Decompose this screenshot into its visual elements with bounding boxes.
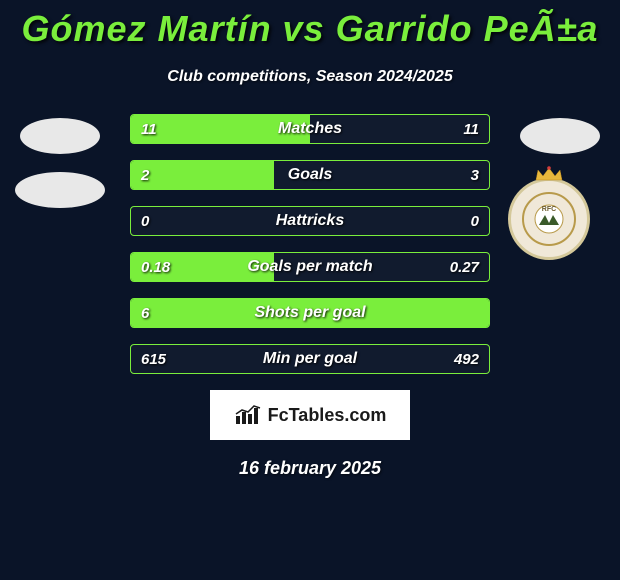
stat-right-value: 11 [463,115,479,143]
crest-icon: RFC [519,189,579,249]
stat-row-matches: 11 Matches 11 [130,114,490,144]
stat-label: Goals [131,161,489,189]
page-title: Gómez Martín vs Garrido PeÃ±a [0,0,620,50]
stat-right-value: 492 [454,345,479,373]
stat-label: Matches [131,115,489,143]
brand-text: FcTables.com [268,405,387,426]
date-text: 16 february 2025 [0,458,620,479]
stat-right-value: 0 [471,207,479,235]
svg-text:RFC: RFC [542,206,556,213]
stat-label: Min per goal [131,345,489,373]
player1-badge-placeholder-1 [20,118,100,154]
stat-label: Goals per match [131,253,489,281]
stats-bars-container: 11 Matches 11 2 Goals 3 0 Hattricks 0 0.… [130,114,490,374]
player1-badge-placeholder-2 [15,172,105,208]
stat-label: Hattricks [131,207,489,235]
stat-right-value: 3 [471,161,479,189]
stat-row-spg: 6 Shots per goal [130,298,490,328]
stat-right-value: 0.27 [450,253,479,281]
stat-label: Shots per goal [131,299,489,327]
bar-chart-icon [234,404,262,426]
brand-box[interactable]: FcTables.com [210,390,410,440]
stat-row-gpm: 0.18 Goals per match 0.27 [130,252,490,282]
player2-badge-placeholder [520,118,600,154]
subtitle: Club competitions, Season 2024/2025 [0,68,620,86]
stat-row-goals: 2 Goals 3 [130,160,490,190]
crown-icon [534,166,564,182]
stat-row-mpg: 615 Min per goal 492 [130,344,490,374]
stat-row-hattricks: 0 Hattricks 0 [130,206,490,236]
club-crest: RFC [508,178,590,260]
